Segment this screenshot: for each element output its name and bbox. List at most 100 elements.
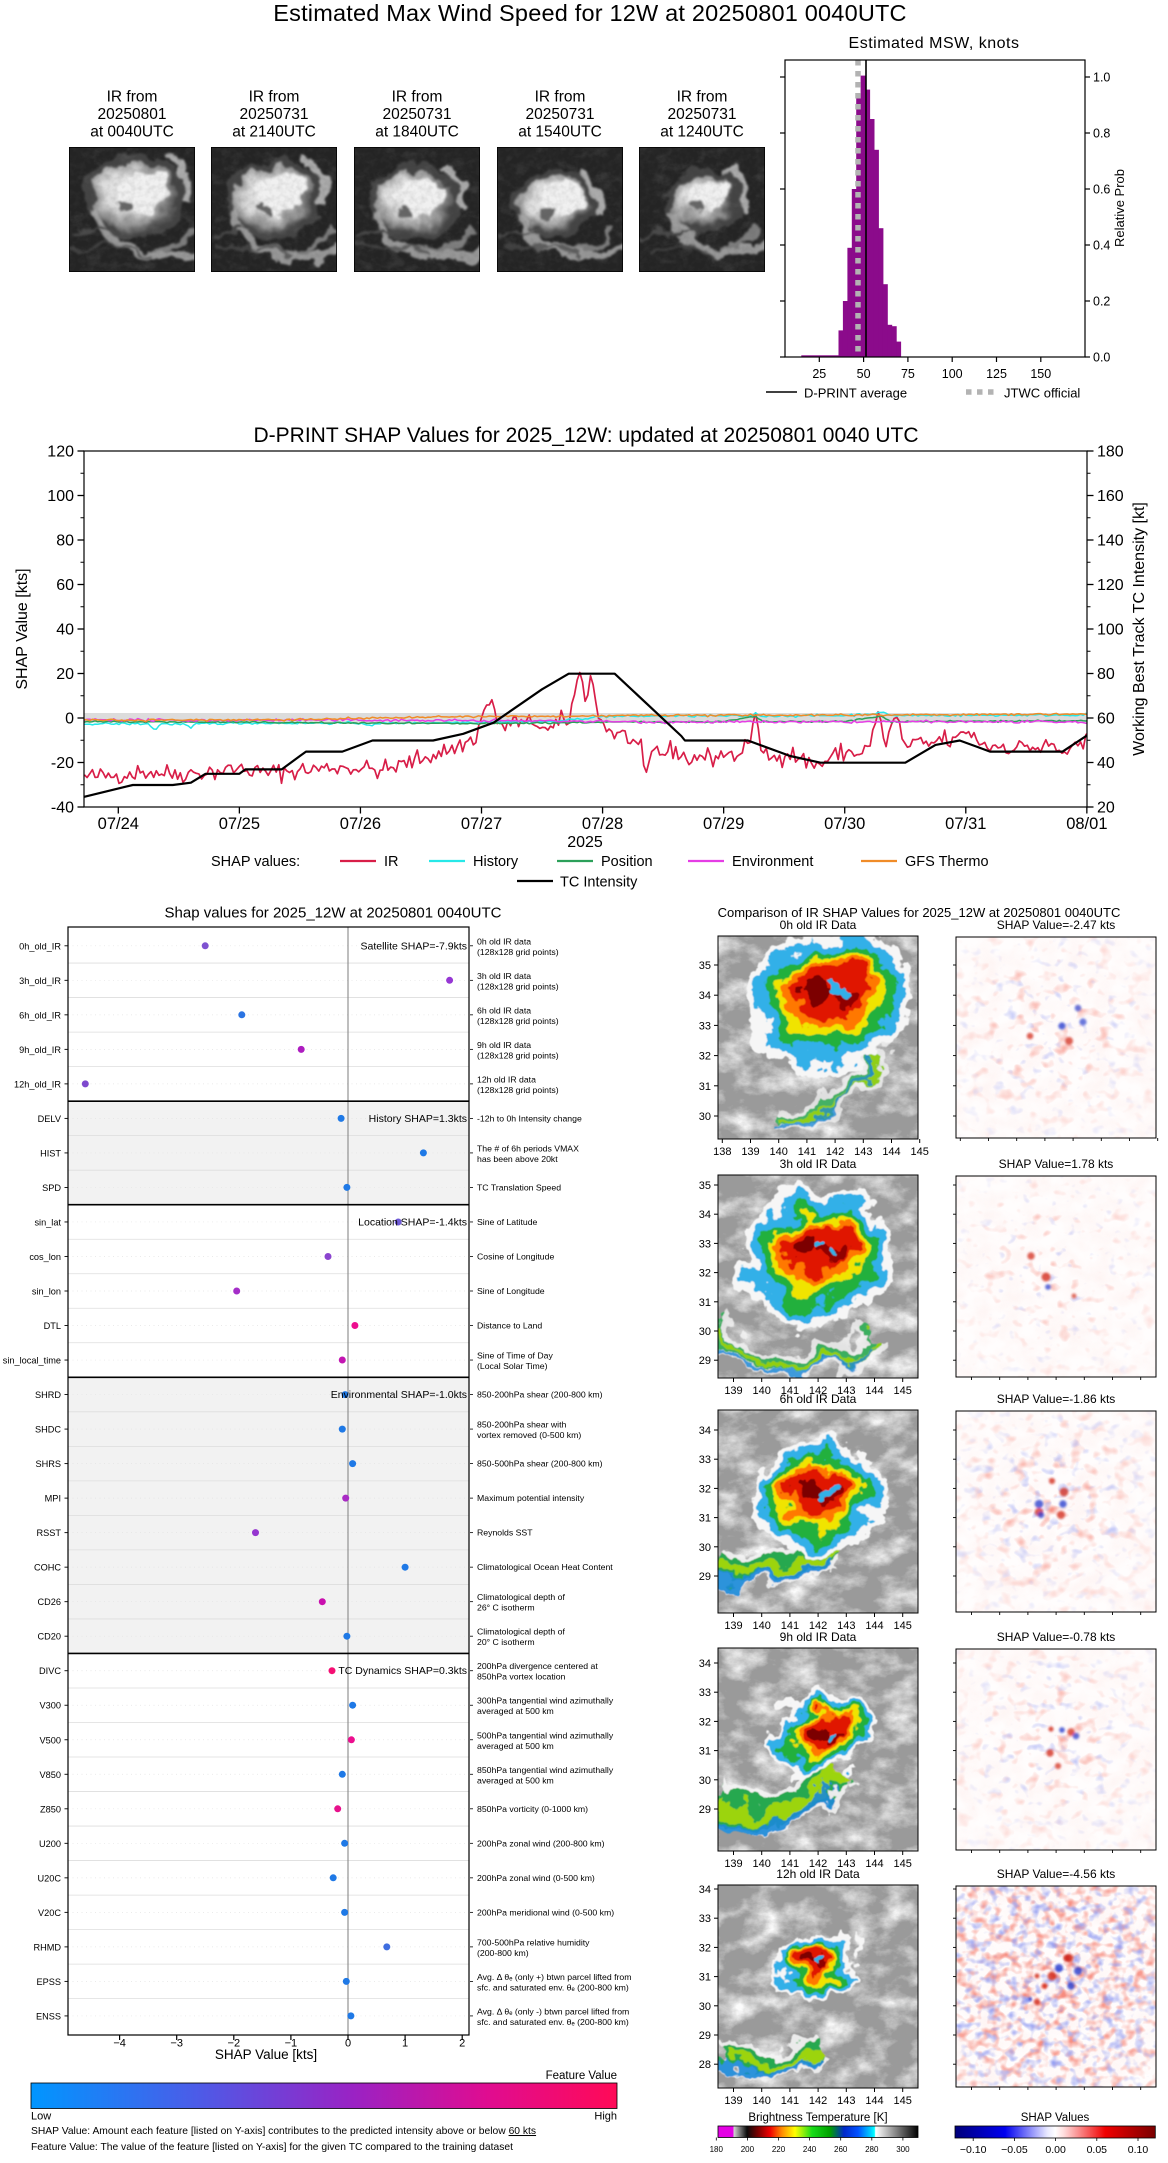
svg-text:0.4: 0.4	[1093, 239, 1110, 253]
svg-text:125: 125	[986, 367, 1007, 381]
svg-text:32: 32	[699, 1942, 711, 1954]
svg-text:12h_old_IR: 12h_old_IR	[14, 1079, 61, 1089]
svg-text:CD26: CD26	[38, 1597, 62, 1607]
svg-text:2: 2	[459, 2038, 465, 2050]
svg-text:1.0: 1.0	[1093, 71, 1110, 85]
svg-text:32: 32	[699, 1051, 711, 1063]
svg-text:0.8: 0.8	[1093, 127, 1110, 141]
svg-text:180: 180	[1097, 444, 1124, 461]
svg-text:260: 260	[834, 2145, 848, 2154]
svg-text:Climatological depth of: Climatological depth of	[477, 1627, 565, 1637]
svg-text:D-PRINT average: D-PRINT average	[804, 386, 907, 401]
svg-text:(128x128 grid points): (128x128 grid points)	[477, 1016, 559, 1026]
svg-text:SHAP Value [kts]: SHAP Value [kts]	[14, 568, 31, 689]
svg-text:20° C isotherm: 20° C isotherm	[477, 1637, 535, 1647]
svg-text:Avg. Δ θₑ (only +) btwn parcel: Avg. Δ θₑ (only +) btwn parcel lifted fr…	[477, 1972, 631, 1982]
svg-text:20250731: 20250731	[668, 106, 737, 123]
svg-text:V500: V500	[40, 1735, 61, 1745]
svg-text:History: History	[473, 854, 519, 870]
svg-text:RSST: RSST	[36, 1528, 61, 1538]
svg-text:U20C: U20C	[38, 1873, 62, 1883]
svg-text:IR from: IR from	[535, 89, 586, 106]
svg-text:V20C: V20C	[38, 1908, 61, 1918]
svg-text:850-200hPa shear (200-800 km): 850-200hPa shear (200-800 km)	[477, 1390, 603, 1400]
svg-text:Climatological Ocean Heat Cont: Climatological Ocean Heat Content	[477, 1562, 613, 1572]
svg-text:145: 145	[894, 1385, 912, 1397]
svg-text:139: 139	[724, 2095, 742, 2107]
svg-text:SPD: SPD	[42, 1183, 61, 1193]
svg-text:TC Dynamics SHAP=0.3kts: TC Dynamics SHAP=0.3kts	[338, 1665, 467, 1677]
svg-text:JTWC official: JTWC official	[1004, 386, 1080, 401]
svg-text:140: 140	[753, 1385, 771, 1397]
svg-text:Estimated Max Wind Speed for 1: Estimated Max Wind Speed for 12W at 2025…	[273, 0, 906, 26]
svg-text:SHAP Value=-2.47 kts: SHAP Value=-2.47 kts	[997, 918, 1116, 932]
svg-text:35: 35	[699, 1180, 711, 1192]
svg-text:29: 29	[699, 1355, 711, 1367]
svg-text:SHAP Value=-0.78 kts: SHAP Value=-0.78 kts	[997, 1630, 1116, 1644]
svg-text:−1: −1	[285, 2038, 298, 2050]
svg-text:Relative Prob: Relative Prob	[1112, 169, 1127, 247]
svg-text:31: 31	[699, 1746, 711, 1758]
svg-text:Position: Position	[601, 854, 653, 870]
svg-text:Low: Low	[31, 2111, 51, 2123]
svg-text:vortex removed (0-500 km): vortex removed (0-500 km)	[477, 1430, 581, 1440]
svg-text:at 1540UTC: at 1540UTC	[518, 124, 602, 141]
svg-text:Satellite SHAP=-7.9kts: Satellite SHAP=-7.9kts	[360, 940, 467, 952]
svg-text:0.6: 0.6	[1093, 183, 1110, 197]
svg-text:140: 140	[1097, 533, 1124, 550]
svg-text:140: 140	[753, 1858, 771, 1870]
svg-text:20250801: 20250801	[98, 106, 167, 123]
svg-text:138: 138	[713, 1146, 731, 1158]
svg-text:(Local Solar Time): (Local Solar Time)	[477, 1361, 548, 1371]
svg-text:20250731: 20250731	[383, 106, 452, 123]
svg-text:Shap values for 2025_12W at 20: Shap values for 2025_12W at 20250801 004…	[165, 905, 502, 922]
svg-text:TC Translation Speed: TC Translation Speed	[477, 1182, 561, 1192]
svg-text:0.10: 0.10	[1128, 2144, 1149, 2156]
svg-text:TC Intensity: TC Intensity	[560, 875, 638, 891]
svg-text:31: 31	[699, 1513, 711, 1525]
svg-text:30: 30	[699, 1775, 711, 1787]
svg-text:averaged at 500 km: averaged at 500 km	[477, 1741, 554, 1751]
svg-text:139: 139	[724, 1385, 742, 1397]
svg-text:averaged at 500 km: averaged at 500 km	[477, 1775, 554, 1785]
svg-text:139: 139	[724, 1858, 742, 1870]
svg-text:142: 142	[809, 1385, 827, 1397]
svg-text:33: 33	[699, 1454, 711, 1466]
svg-text:144: 144	[865, 2095, 883, 2107]
svg-text:at 2140UTC: at 2140UTC	[232, 124, 316, 141]
svg-text:20: 20	[56, 666, 74, 683]
svg-text:120: 120	[47, 444, 74, 461]
svg-text:SHDC: SHDC	[35, 1425, 61, 1435]
svg-text:at 0040UTC: at 0040UTC	[90, 124, 174, 141]
svg-text:33: 33	[699, 1913, 711, 1925]
svg-text:34: 34	[699, 1425, 711, 1437]
svg-text:60: 60	[1097, 711, 1115, 728]
svg-text:IR: IR	[384, 854, 399, 870]
svg-text:DTL: DTL	[44, 1321, 61, 1331]
svg-text:6h old IR data: 6h old IR data	[477, 1005, 531, 1015]
svg-text:850-200hPa shear with: 850-200hPa shear with	[477, 1420, 567, 1430]
svg-text:Sine of Latitude: Sine of Latitude	[477, 1217, 538, 1227]
svg-text:150: 150	[1030, 367, 1051, 381]
svg-text:ENSS: ENSS	[36, 2011, 61, 2021]
svg-text:200: 200	[741, 2145, 755, 2154]
svg-text:COHC: COHC	[34, 1563, 61, 1573]
svg-text:144: 144	[865, 1858, 883, 1870]
svg-text:SHAP values:: SHAP values:	[211, 854, 300, 870]
svg-text:140: 140	[770, 1146, 788, 1158]
svg-text:Sine of Time of Day: Sine of Time of Day	[477, 1351, 553, 1361]
svg-text:Distance to Land: Distance to Land	[477, 1321, 542, 1331]
svg-text:120: 120	[1097, 577, 1124, 594]
svg-text:40: 40	[1097, 755, 1115, 772]
svg-text:0.2: 0.2	[1093, 295, 1110, 309]
svg-text:07/27: 07/27	[461, 815, 502, 833]
svg-text:9h old IR Data: 9h old IR Data	[780, 1630, 857, 1644]
svg-text:180: 180	[710, 2145, 724, 2154]
svg-text:CD20: CD20	[38, 1632, 62, 1642]
svg-text:at 1240UTC: at 1240UTC	[660, 124, 744, 141]
svg-text:9h_old_IR: 9h_old_IR	[19, 1045, 61, 1055]
svg-text:33: 33	[699, 1020, 711, 1032]
svg-text:145: 145	[911, 1146, 929, 1158]
svg-text:0.0: 0.0	[1093, 351, 1110, 365]
svg-text:Feature Value: The value of th: Feature Value: The value of the feature …	[31, 2142, 513, 2153]
